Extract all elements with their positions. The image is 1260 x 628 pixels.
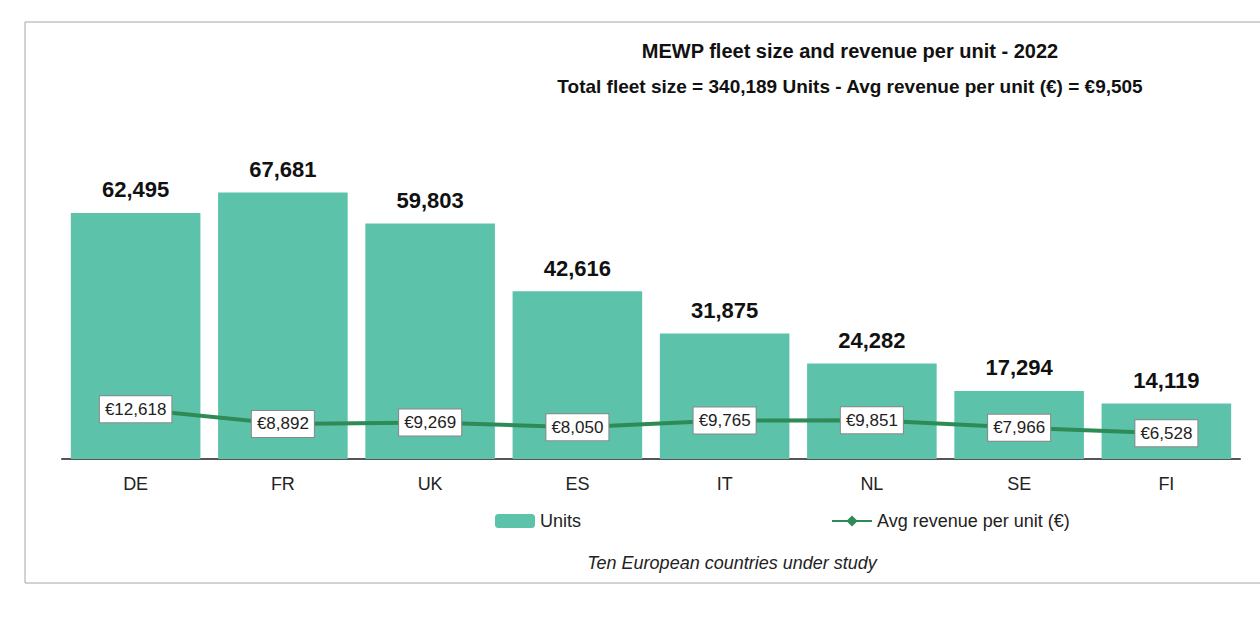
svg-text:€8,050: €8,050 [551,418,603,437]
svg-text:€12,618: €12,618 [105,400,166,419]
svg-text:Avg revenue per unit (€): Avg revenue per unit (€) [877,511,1070,531]
svg-text:Ten European countries under s: Ten European countries under study [587,553,878,573]
svg-text:17,294: 17,294 [985,355,1053,380]
svg-text:Total fleet size = 340,189 Uni: Total fleet size = 340,189 Units - Avg r… [557,76,1143,97]
svg-text:IT: IT [717,474,733,494]
svg-text:€6,528: €6,528 [1140,424,1192,443]
svg-text:€7,966: €7,966 [993,418,1045,437]
svg-text:MEWP fleet size and revenue pe: MEWP fleet size and revenue per unit - 2… [642,40,1058,62]
svg-text:€9,765: €9,765 [699,411,751,430]
svg-text:62,495: 62,495 [102,177,169,202]
svg-text:24,282: 24,282 [838,328,905,353]
svg-text:SE: SE [1007,474,1031,494]
svg-text:FR: FR [271,474,295,494]
svg-text:14,119: 14,119 [1133,368,1199,393]
svg-text:Units: Units [540,511,581,531]
svg-text:67,681: 67,681 [249,157,316,182]
svg-text:NL: NL [860,474,883,494]
svg-text:DE: DE [123,474,148,494]
svg-text:€9,269: €9,269 [404,413,456,432]
svg-text:59,803: 59,803 [396,188,463,213]
svg-text:ES: ES [565,474,589,494]
svg-text:42,616: 42,616 [544,256,611,281]
svg-text:31,875: 31,875 [691,298,758,323]
svg-text:€9,851: €9,851 [846,411,898,430]
svg-text:FI: FI [1158,474,1174,494]
svg-text:€8,892: €8,892 [257,414,309,433]
svg-text:UK: UK [418,474,443,494]
